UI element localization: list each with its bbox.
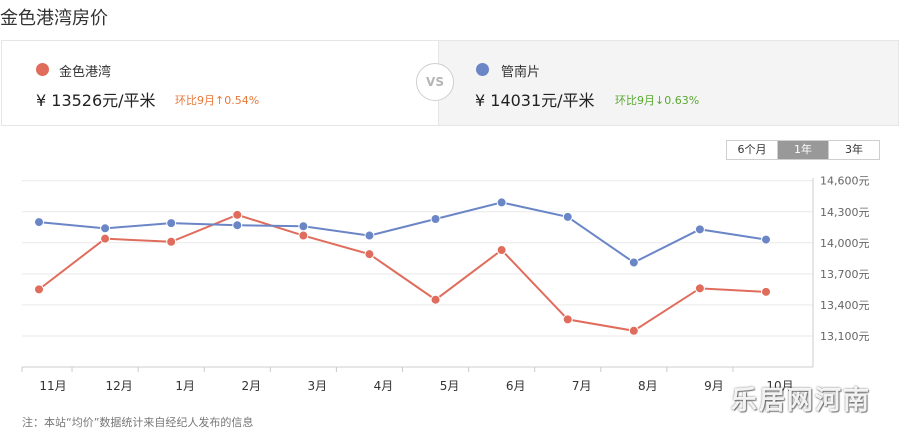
data-point-guannanpian xyxy=(34,217,44,228)
data-point-guannanpian xyxy=(100,223,111,234)
vs-badge: VS xyxy=(416,63,454,101)
data-point-jinse-gangwan xyxy=(34,284,44,295)
data-point-guannanpian xyxy=(298,221,309,232)
x-tick-label: 6月 xyxy=(506,379,526,393)
x-tick-label: 5月 xyxy=(440,379,460,393)
data-point-jinse-gangwan xyxy=(694,283,705,294)
price-trend-chart: 14,600元 14,300元 14,000元 13,700元 13,400元 13,10… xyxy=(21,175,870,393)
comparison-left-panel: 金色港湾 ¥ 13526元/平米 环比9月↑0.54% xyxy=(2,41,438,125)
x-tick-label: 12月 xyxy=(105,379,132,393)
area-price-change: 环比9月↓0.63% xyxy=(615,94,700,107)
data-source-note: 注：本站“均价”数据统计来自经纪人发布的信息 xyxy=(22,416,254,429)
project-name: 金色港湾 xyxy=(59,65,112,80)
x-tick-label: 9月 xyxy=(704,379,724,393)
series-line-jinse-gangwan xyxy=(38,213,767,332)
data-point-jinse-gangwan xyxy=(430,294,441,305)
y-tick-label: 14,600元 xyxy=(820,175,870,188)
data-point-jinse-gangwan xyxy=(298,230,309,241)
project-price: ¥ 13526元/平米 xyxy=(36,91,156,110)
y-tick-label: 13,700元 xyxy=(820,268,870,281)
tab-6-months[interactable]: 6个月 xyxy=(727,141,777,159)
data-point-jinse-gangwan xyxy=(562,314,573,325)
data-point-guannanpian xyxy=(628,257,639,268)
area-name: 管南片 xyxy=(501,65,541,80)
data-point-guannanpian xyxy=(232,220,243,231)
x-tick-label: 4月 xyxy=(374,379,394,393)
y-tick-label: 14,000元 xyxy=(820,237,870,250)
data-point-jinse-gangwan xyxy=(628,325,639,336)
data-point-guannanpian xyxy=(430,213,441,224)
page-title: 金色港湾房价 xyxy=(0,8,108,29)
x-tick-label: 10月 xyxy=(766,379,793,393)
series-dot-icon xyxy=(476,63,489,76)
series-dot-icon xyxy=(36,63,49,76)
data-point-jinse-gangwan xyxy=(100,233,111,244)
comparison-right-panel: 管南片 ¥ 14031元/平米 环比9月↓0.63% xyxy=(438,41,898,125)
data-point-guannanpian xyxy=(496,197,507,208)
data-point-guannanpian xyxy=(562,211,573,222)
time-range-tabs: 6个月 1年 3年 xyxy=(726,140,880,160)
project-price-change: 环比9月↑0.54% xyxy=(175,94,260,107)
series-line-guannanpian xyxy=(38,201,767,264)
price-comparison: 金色港湾 ¥ 13526元/平米 环比9月↑0.54% 管南片 ¥ 14031元… xyxy=(1,40,899,126)
x-tick-label: 3月 xyxy=(308,379,328,393)
data-point-jinse-gangwan xyxy=(496,245,507,256)
data-point-guannanpian xyxy=(364,230,375,241)
data-point-jinse-gangwan xyxy=(166,236,177,247)
x-tick-label: 8月 xyxy=(638,379,658,393)
area-price: ¥ 14031元/平米 xyxy=(475,91,595,110)
data-point-guannanpian xyxy=(761,234,771,245)
data-point-jinse-gangwan xyxy=(364,249,375,260)
data-point-guannanpian xyxy=(166,218,177,229)
data-point-jinse-gangwan xyxy=(232,209,243,220)
data-point-guannanpian xyxy=(694,224,705,235)
data-point-jinse-gangwan xyxy=(761,286,771,297)
y-tick-label: 14,300元 xyxy=(820,206,870,219)
tab-1-year[interactable]: 1年 xyxy=(777,141,828,159)
x-tick-label: 11月 xyxy=(39,379,66,393)
tab-3-years[interactable]: 3年 xyxy=(828,141,879,159)
x-tick-label: 2月 xyxy=(241,379,261,393)
x-tick-label: 7月 xyxy=(572,379,592,393)
y-tick-label: 13,400元 xyxy=(820,299,870,312)
watermark-logo: 乐居网河南 xyxy=(731,386,872,416)
x-tick-label: 1月 xyxy=(175,379,195,393)
y-tick-label: 13,100元 xyxy=(820,330,870,343)
